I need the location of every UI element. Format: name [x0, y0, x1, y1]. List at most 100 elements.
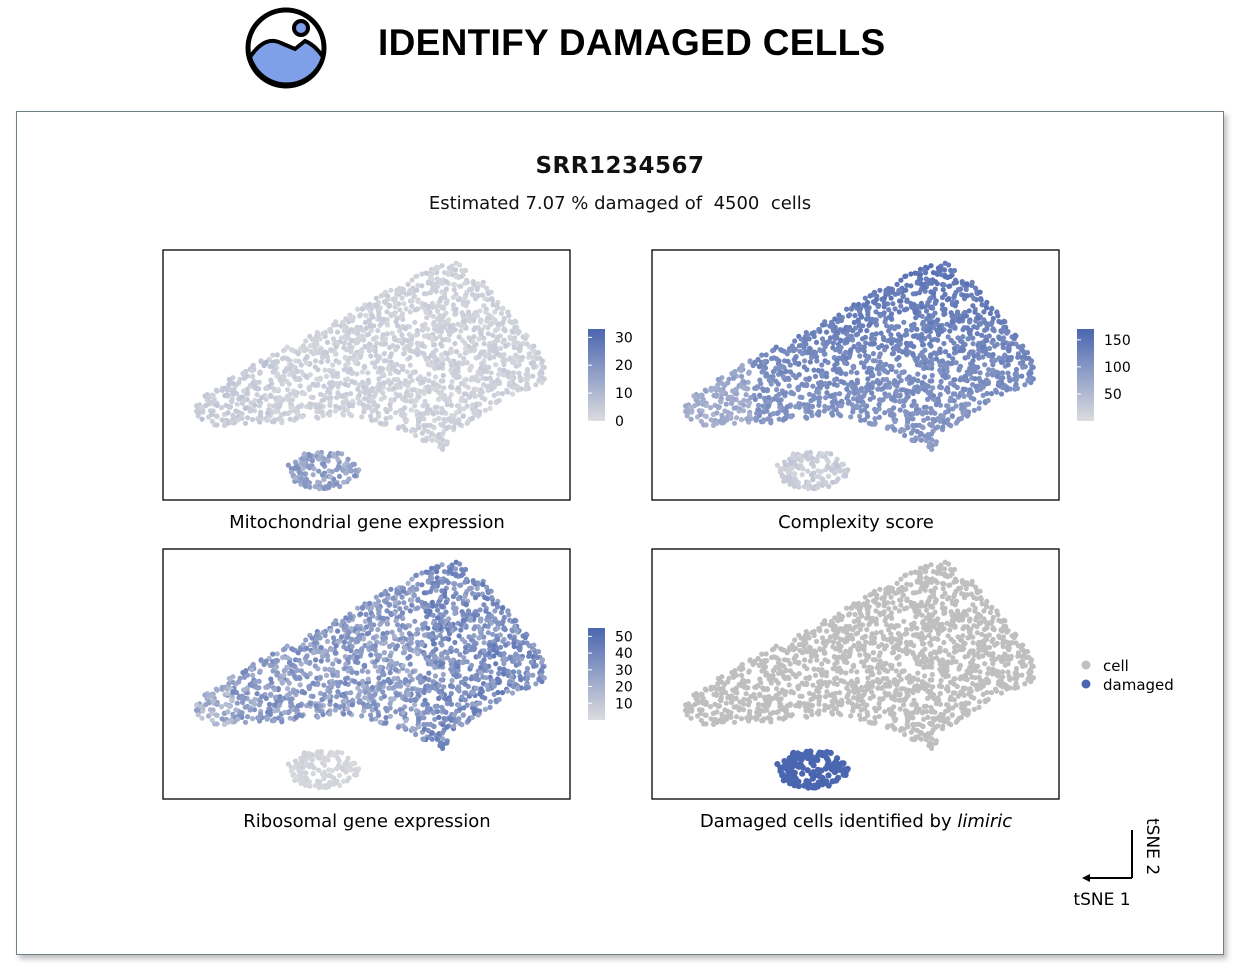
- cell-point: [490, 332, 496, 338]
- cell-point: [326, 367, 332, 374]
- damaged-cluster-point: [835, 476, 841, 482]
- cell-point: [759, 352, 765, 358]
- cell-point: [951, 377, 957, 383]
- cell-point: [228, 418, 234, 424]
- cell-point: [970, 341, 976, 347]
- figure-title: SRR1234567: [535, 153, 705, 179]
- cell-point: [298, 347, 304, 353]
- cell-point: [404, 668, 410, 674]
- cell-point: [873, 322, 880, 328]
- cell-point: [369, 417, 375, 423]
- cell-point: [779, 347, 785, 354]
- cell-point: [768, 420, 774, 426]
- cell-point: [321, 682, 327, 688]
- cell-point: [466, 335, 472, 341]
- cell-point: [360, 384, 367, 390]
- cell-point: [221, 422, 228, 428]
- cell-point: [1023, 355, 1029, 361]
- cell-point: [310, 693, 316, 700]
- cell-point: [240, 398, 246, 404]
- cell-point: [481, 341, 487, 347]
- cell-point: [437, 333, 443, 339]
- cell-point: [431, 723, 437, 730]
- cell-point: [771, 368, 777, 374]
- cell-point: [478, 387, 484, 393]
- cell-point: [499, 306, 506, 312]
- cell-point: [468, 316, 474, 322]
- cell-point: [327, 412, 333, 418]
- cell-point: [461, 356, 467, 362]
- cell-point: [378, 341, 384, 347]
- cell-point: [719, 380, 725, 387]
- cell-point: [226, 404, 232, 411]
- cell-point: [367, 301, 373, 307]
- cell-point: [865, 306, 871, 312]
- cell-point: [985, 397, 991, 404]
- cell-point: [451, 413, 457, 419]
- cell-point: [347, 316, 354, 322]
- cell-point: [882, 319, 888, 325]
- cell-point: [270, 651, 276, 657]
- cell-point: [503, 642, 509, 648]
- cell-point: [822, 319, 828, 325]
- damaged-cluster-point: [842, 467, 848, 473]
- cell-point: [425, 280, 431, 286]
- cell-point: [425, 428, 431, 435]
- cell-point: [419, 271, 425, 277]
- cell-point: [831, 381, 837, 387]
- cell-point: [438, 378, 444, 384]
- cell-point: [286, 381, 292, 387]
- damaged-cluster-point: [330, 451, 336, 457]
- cell-point: [501, 614, 507, 621]
- cell-point: [294, 369, 300, 375]
- cell-point: [478, 686, 484, 692]
- cell-point: [725, 380, 731, 386]
- cell-point: [460, 312, 466, 318]
- cell-point: [896, 309, 903, 315]
- cell-point: [414, 287, 420, 293]
- cell-point: [819, 382, 825, 388]
- cell-point: [447, 384, 454, 390]
- cell-point: [416, 425, 422, 431]
- cell-point: [448, 666, 454, 672]
- cell-point: [687, 404, 693, 410]
- cell-point: [375, 328, 381, 334]
- cell-point: [419, 283, 425, 289]
- cell-point: [699, 399, 705, 405]
- cell-point: [854, 370, 860, 376]
- cell-point: [228, 398, 234, 404]
- cell-point: [408, 287, 414, 293]
- cell-point: [708, 387, 714, 393]
- cell-point: [817, 347, 824, 354]
- damaged-cluster-point: [335, 456, 341, 462]
- cell-point: [703, 422, 709, 428]
- cell-point: [342, 381, 348, 387]
- cell-point: [301, 391, 308, 397]
- cell-point: [951, 280, 957, 286]
- cell-point: [856, 301, 862, 307]
- cell-point: [524, 665, 531, 672]
- cell-point: [318, 346, 324, 352]
- cell-point: [724, 417, 730, 423]
- cell-point: [1024, 350, 1031, 356]
- cell-point: [366, 317, 372, 323]
- cell-point: [921, 404, 927, 410]
- cell-point: [368, 353, 374, 359]
- cell-point: [324, 354, 331, 360]
- cell-point: [335, 329, 341, 335]
- cell-point: [822, 344, 828, 350]
- cell-point: [990, 367, 996, 373]
- plot-mitochondrial-caption: Mitochondrial gene expression: [229, 512, 505, 533]
- cell-point: [397, 307, 403, 313]
- cell-point: [350, 697, 356, 703]
- cell-point: [455, 664, 461, 670]
- cell-point: [403, 306, 409, 312]
- cell-point: [997, 375, 1003, 381]
- cell-point: [446, 337, 452, 343]
- cell-point: [507, 380, 513, 386]
- cell-point: [457, 561, 463, 567]
- cell-point: [234, 401, 240, 407]
- cell-point: [730, 375, 737, 381]
- cell-point: [287, 416, 293, 422]
- cell-point: [355, 339, 361, 345]
